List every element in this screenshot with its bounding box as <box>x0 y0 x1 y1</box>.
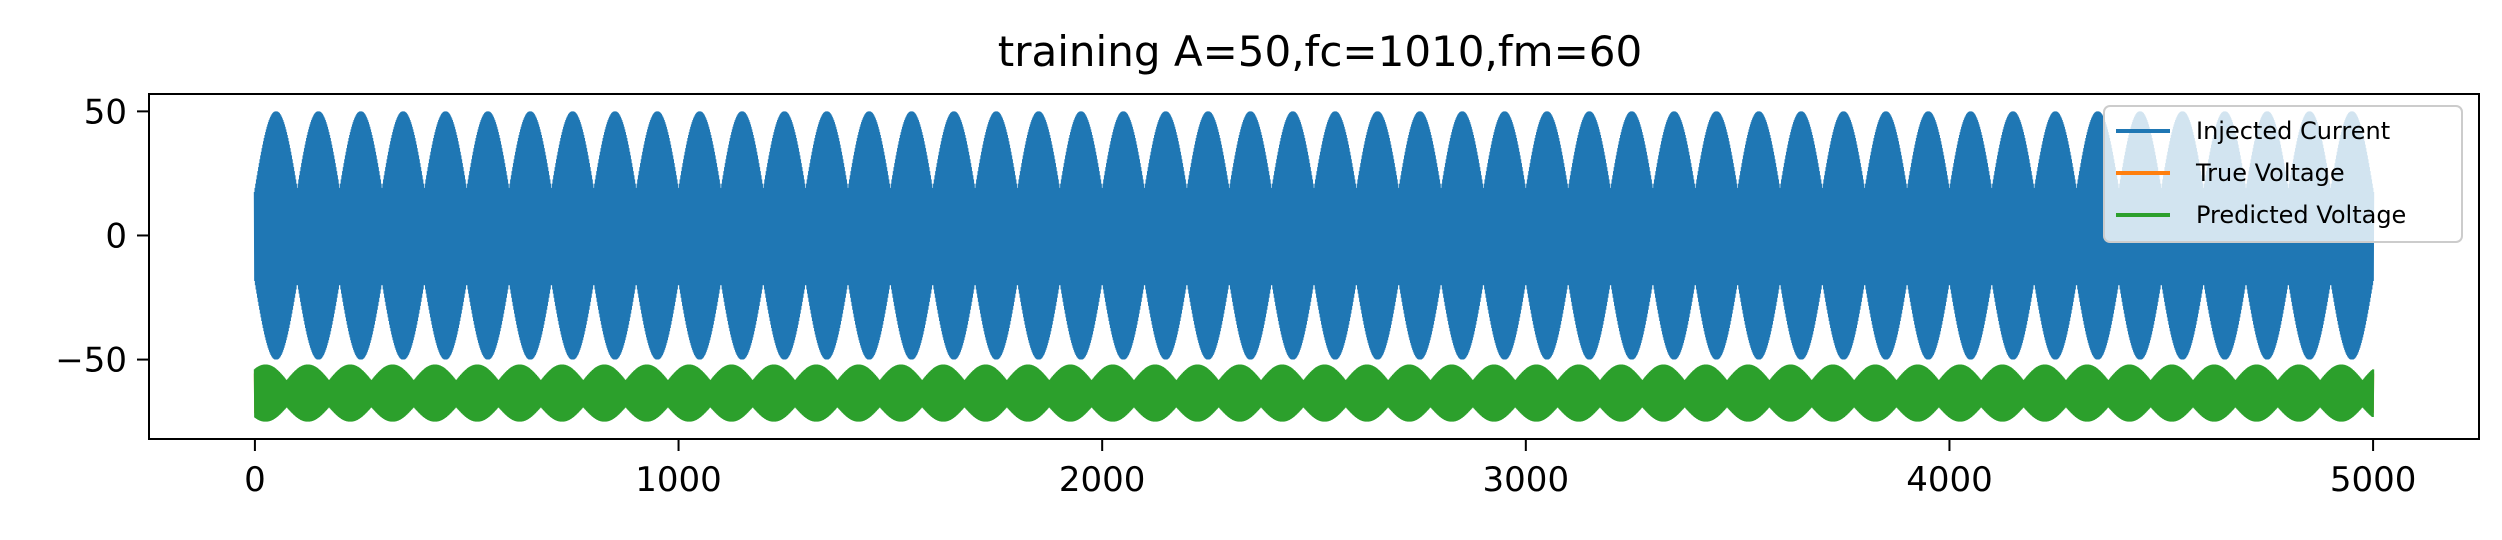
y-tick-label: 50 <box>84 92 127 132</box>
y-tick-label: 0 <box>105 216 127 256</box>
legend-label: Injected Current <box>2196 117 2390 145</box>
x-tick-label: 3000 <box>1483 460 1570 500</box>
x-tick-label: 1000 <box>635 460 722 500</box>
series-line-predicted-voltage <box>253 364 2375 422</box>
x-tick-label: 0 <box>244 460 266 500</box>
legend-label: Predicted Voltage <box>2196 201 2406 229</box>
legend-box <box>2103 105 2463 243</box>
plot-frame <box>148 93 2480 440</box>
chart-title: training A=50,fc=1010,fm=60 <box>998 27 1642 76</box>
legend-label: True Voltage <box>2195 159 2345 187</box>
x-tick-label: 4000 <box>1906 460 1993 500</box>
series-line-injected-current <box>253 111 2375 360</box>
x-tick-label: 5000 <box>2330 460 2417 500</box>
y-tick-label: −50 <box>55 341 127 381</box>
legend: Injected Current True Voltage Predicted Vo… <box>2103 105 2463 243</box>
x-tick-label: 2000 <box>1059 460 1146 500</box>
